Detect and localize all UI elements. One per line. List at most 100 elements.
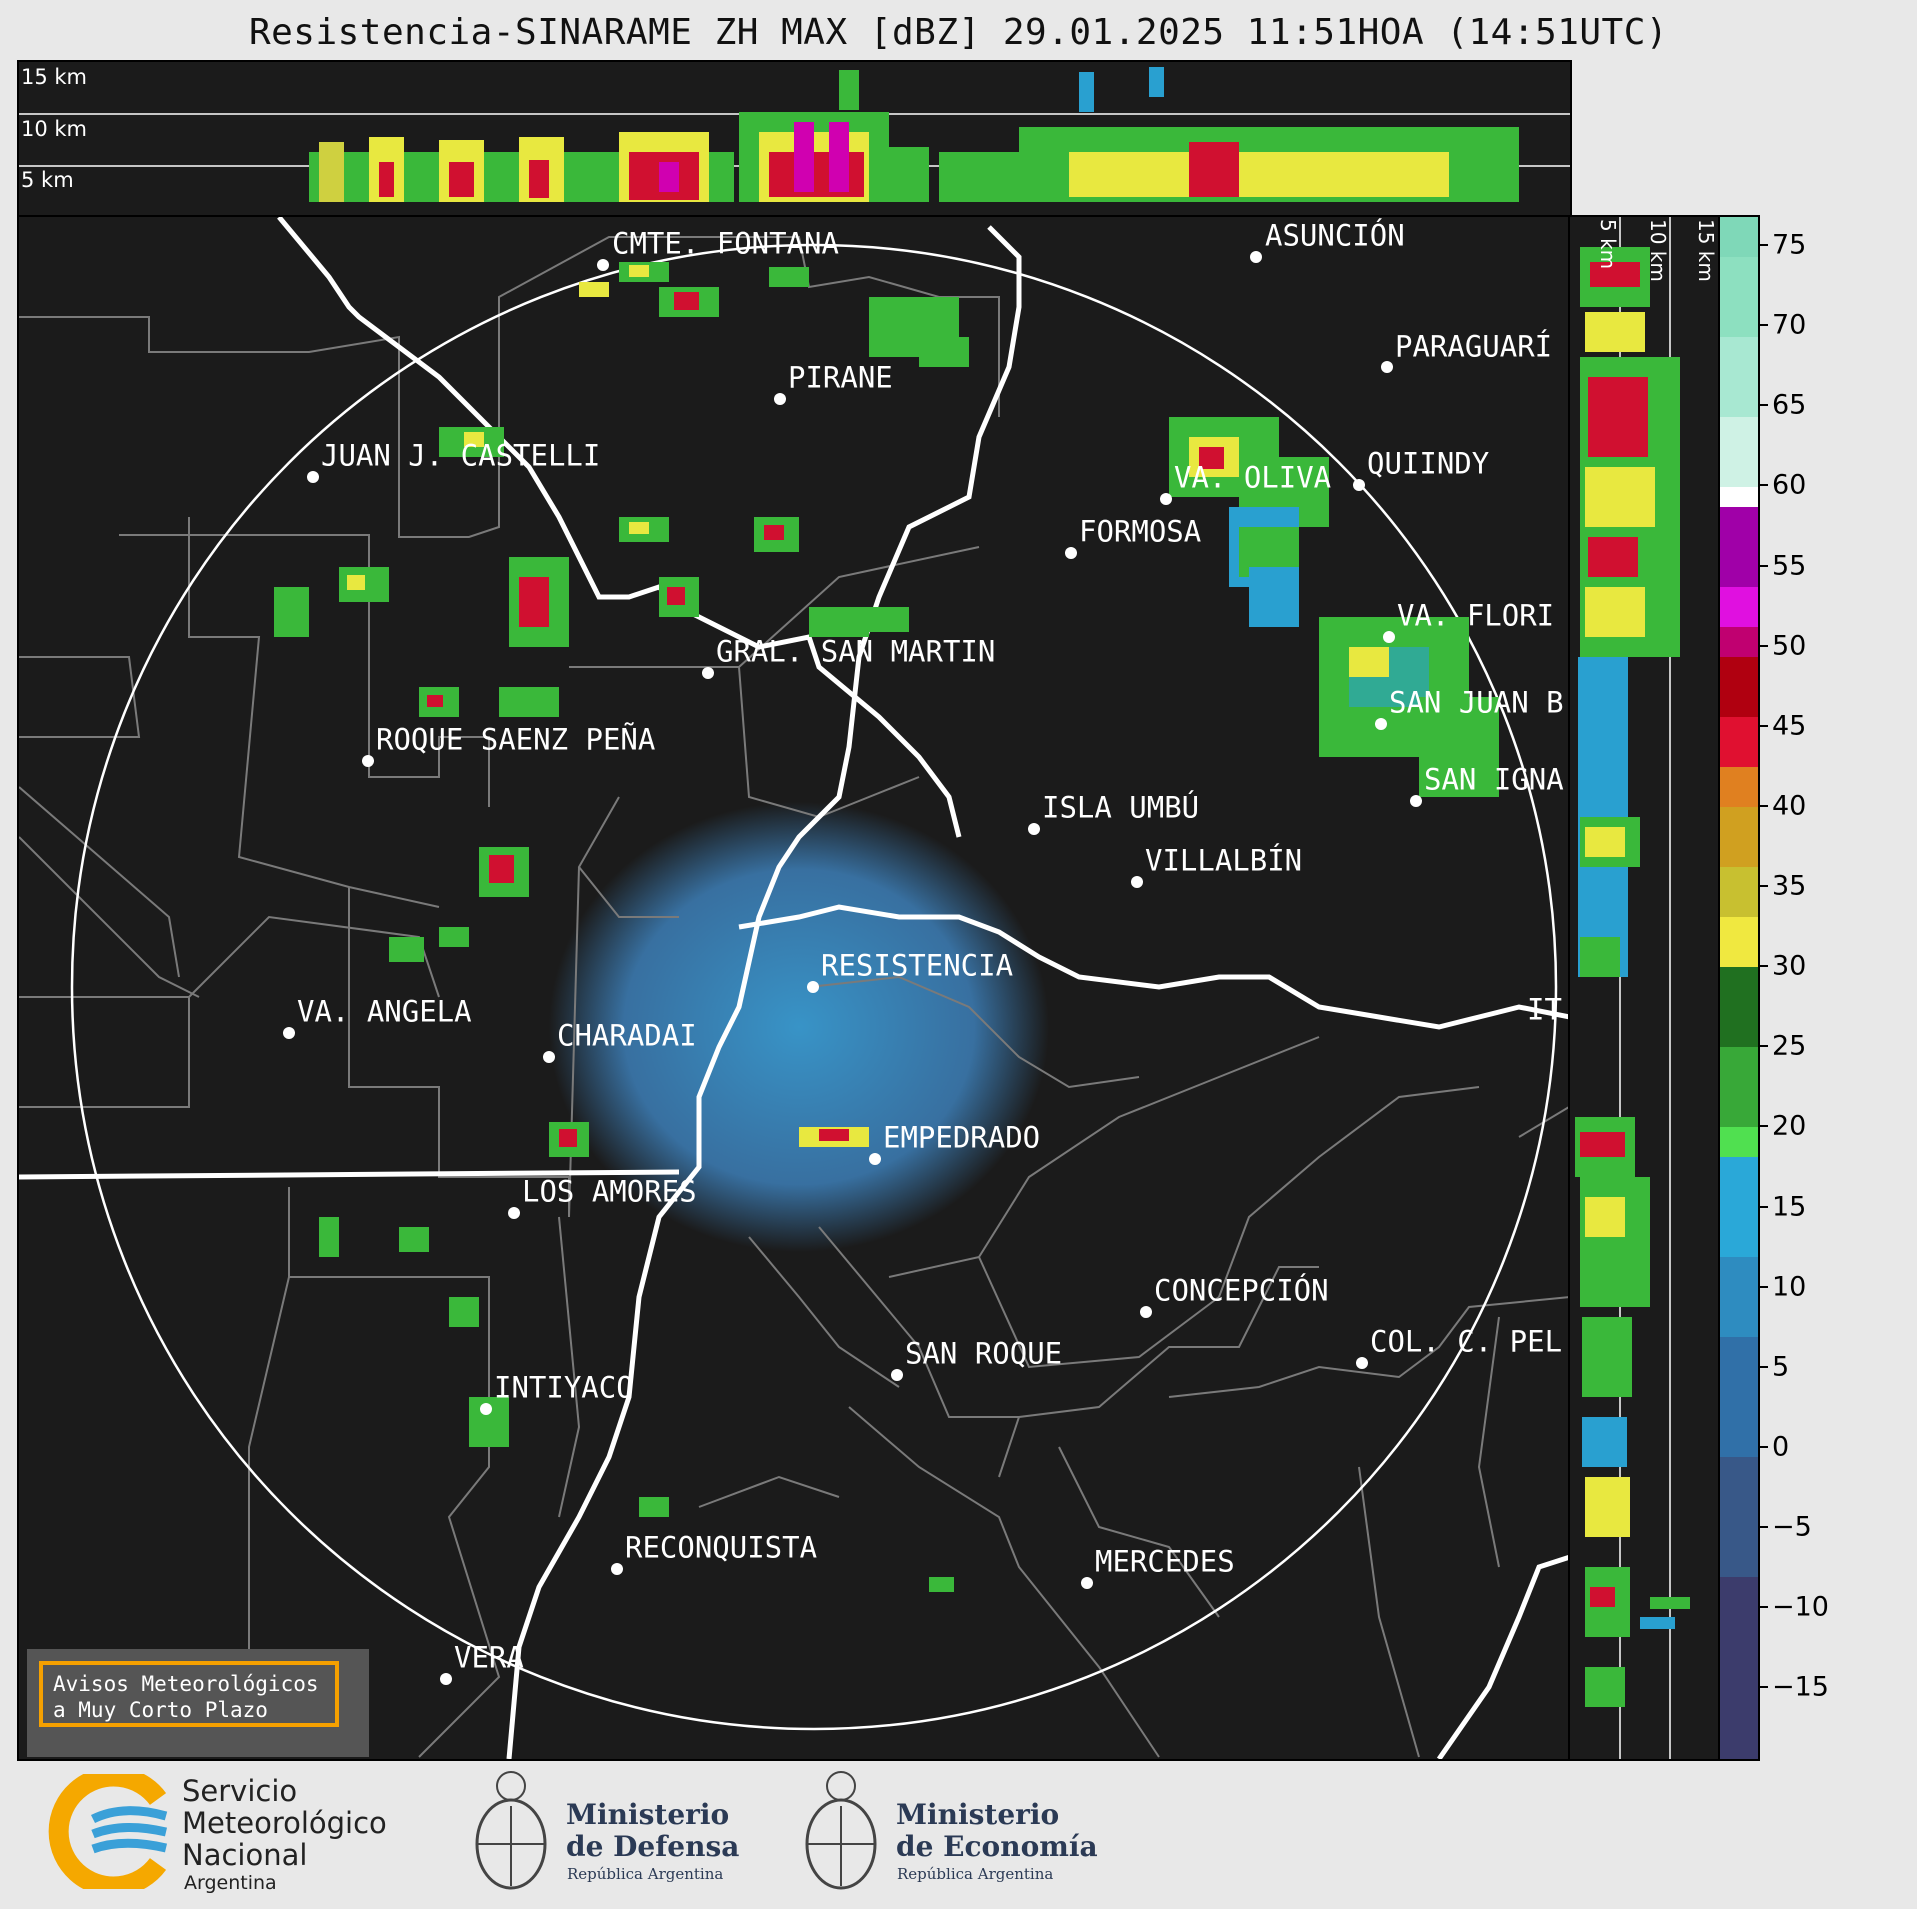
radar-map-svg <box>19 217 1570 1759</box>
city-dot-col-c-pel <box>1356 1357 1368 1369</box>
city-label-san-juan-b: SAN JUAN B <box>1389 685 1564 720</box>
defensa-coat-of-arms-icon <box>475 1771 547 1890</box>
city-label-it: IT <box>1527 992 1562 1027</box>
city-dot-asuncion <box>1250 251 1262 263</box>
colorbar-tick <box>1758 885 1768 887</box>
city-dot-san-igna <box>1410 795 1422 807</box>
city-dot-va-angela <box>283 1027 295 1039</box>
colorbar-label-30: 30 <box>1772 950 1807 982</box>
city-label-los-amores: LOS AMORES <box>522 1174 697 1209</box>
colorbar-label-10: 10 <box>1772 1271 1807 1303</box>
city-label-va-flori: VA. FLORI <box>1397 598 1555 633</box>
colorbar-label-20: 20 <box>1772 1110 1807 1142</box>
colorbar-tick <box>1758 645 1768 647</box>
colorbar-tick <box>1758 965 1768 967</box>
city-dot-mercedes <box>1081 1577 1093 1589</box>
city-dot-san-juan-b <box>1375 718 1387 730</box>
colorbar-label-15: 15 <box>1772 1191 1807 1223</box>
city-dot-empedrado <box>869 1153 881 1165</box>
city-label-quiindy: QUIINDY <box>1367 446 1490 481</box>
defensa-line-2: de Defensa <box>566 1830 740 1863</box>
colorbar-tick <box>1758 1606 1768 1608</box>
city-dot-roque-saenz-pena <box>362 755 374 767</box>
defensa-line-1: Ministerio <box>566 1798 730 1831</box>
side-profile-svg <box>1575 217 1690 1759</box>
city-dot-gral-san-martin <box>702 667 714 679</box>
colorbar-label-35: 35 <box>1772 870 1807 902</box>
colorbar-label-65: 65 <box>1772 389 1807 421</box>
city-label-empedrado: EMPEDRADO <box>883 1120 1041 1155</box>
avisos-line-1: Avisos Meteorológicos <box>53 1672 319 1696</box>
colorbar-tick <box>1758 404 1768 406</box>
colorbar-label-55: 55 <box>1772 550 1807 582</box>
department-boundaries <box>19 236 1570 1758</box>
city-label-va-angela: VA. ANGELA <box>297 994 472 1029</box>
colorbar-label-minus15: −15 <box>1772 1671 1829 1703</box>
colorbar-label-70: 70 <box>1772 309 1807 341</box>
city-dot-formosa <box>1065 547 1077 559</box>
city-dot-resistencia <box>807 981 819 993</box>
city-dot-quiindy <box>1353 479 1365 491</box>
smn-line-1: Servicio <box>182 1774 298 1808</box>
city-label-concepcion: CONCEPCIÓN <box>1154 1273 1329 1308</box>
page-title: Resistencia-SINARAME ZH MAX [dBZ] 29.01.… <box>248 12 1669 53</box>
side-alt-label-10km: 10 km <box>1646 219 1670 282</box>
economia-line-2: de Economía <box>896 1830 1098 1863</box>
city-dot-concepcion <box>1140 1306 1152 1318</box>
city-label-juan-j-castelli: JUAN J. CASTELLI <box>321 438 601 473</box>
colorbar-tick <box>1758 1125 1768 1127</box>
city-dot-san-roque <box>891 1369 903 1381</box>
side-alt-label-5km: 5 km <box>1596 219 1620 270</box>
city-dot-pirane <box>774 393 786 405</box>
colorbar-tick <box>1758 1526 1768 1528</box>
side-alt-label-15km: 15 km <box>1694 219 1718 282</box>
city-dot-juan-j-castelli <box>307 471 319 483</box>
city-label-roque-saenz-pena: ROQUE SAENZ PEÑA <box>376 722 656 757</box>
city-label-asuncion: ASUNCIÓN <box>1265 218 1405 253</box>
city-dot-villalbin <box>1131 876 1143 888</box>
defensa-line-3: República Argentina <box>567 1865 724 1883</box>
city-dot-paraguari <box>1381 361 1393 373</box>
city-label-paraguari: PARAGUARÍ <box>1395 329 1553 364</box>
colorbar-label-5: 5 <box>1772 1351 1790 1383</box>
colorbar-tick <box>1758 1366 1768 1368</box>
city-dot-vera <box>440 1673 452 1685</box>
footer-logos: Servicio Meteorológico Nacional Argentin… <box>0 1762 1917 1909</box>
rivers-and-borders <box>19 217 1570 1759</box>
radar-map: CMTE. FONTANA ASUNCIÓN PARAGUARÍ PIRANE … <box>17 215 1572 1761</box>
side-height-profile: 5 km 10 km 15 km <box>1568 215 1722 1761</box>
colorbar-tick <box>1758 1045 1768 1047</box>
city-label-pirane: PIRANE <box>788 360 893 395</box>
city-label-isla-umbu: ISLA UMBÚ <box>1042 790 1200 825</box>
avisos-frame: Avisos Meteorológicos a Muy Corto Plazo <box>39 1661 339 1727</box>
city-dot-reconquista <box>611 1563 623 1575</box>
city-label-mercedes: MERCEDES <box>1095 1544 1235 1579</box>
top-alt-label-10km: 10 km <box>21 117 88 141</box>
avisos-line-2: a Muy Corto Plazo <box>53 1698 268 1722</box>
colorbar-tick <box>1758 484 1768 486</box>
colorbar-label-75: 75 <box>1772 229 1807 261</box>
storm-cells <box>274 262 1499 1592</box>
colorbar-tick <box>1758 565 1768 567</box>
city-label-villalbin: VILLALBÍN <box>1145 843 1303 878</box>
avisos-box: Avisos Meteorológicos a Muy Corto Plazo <box>27 1649 369 1757</box>
colorbar-tick <box>1758 324 1768 326</box>
city-dot-charadai <box>543 1051 555 1063</box>
radar-range-ring <box>70 243 1558 1731</box>
colorbar-label-45: 45 <box>1772 710 1807 742</box>
smn-line-3: Nacional <box>182 1838 308 1872</box>
colorbar-tick <box>1758 725 1768 727</box>
economia-line-3: República Argentina <box>897 1865 1054 1883</box>
top-profile-echoes <box>309 67 1519 202</box>
city-dot-va-oliva <box>1160 493 1172 505</box>
dbz-colorbar <box>1718 215 1760 1761</box>
city-dot-intiyaco <box>480 1403 492 1415</box>
city-label-san-roque: SAN ROQUE <box>905 1336 1063 1371</box>
city-dot-isla-umbu <box>1028 823 1040 835</box>
top-profile-svg <box>19 67 1570 202</box>
colorbar-tick <box>1758 1446 1768 1448</box>
smn-logo-icon <box>48 1774 168 1889</box>
economia-line-1: Ministerio <box>896 1798 1060 1831</box>
top-height-profile: 15 km 10 km 5 km <box>17 60 1572 219</box>
city-label-san-igna: SAN IGNA <box>1424 762 1564 797</box>
